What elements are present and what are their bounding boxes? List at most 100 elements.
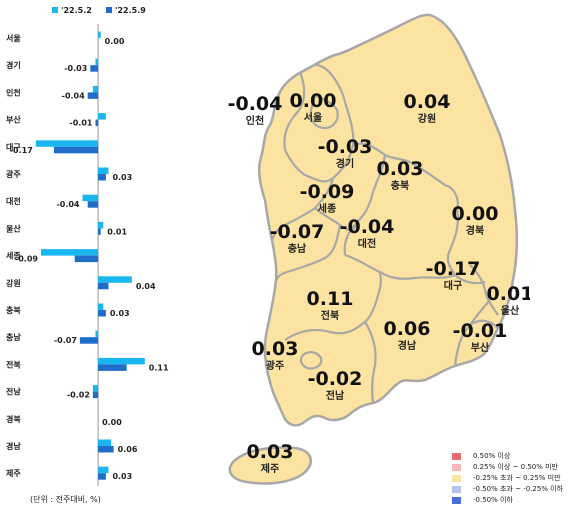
bar-value-label: -0.01 — [69, 119, 92, 128]
map-name-경북: 경북 — [466, 224, 484, 237]
map-name-부산: 부산 — [471, 341, 490, 354]
map-value-광주: 0.03 — [252, 338, 299, 360]
bar-curr — [98, 446, 114, 453]
map-name-강원: 강원 — [418, 112, 436, 125]
bar-prev — [98, 276, 132, 283]
bar-prev — [98, 357, 145, 365]
legend-item: 0.50% 이상 — [452, 451, 510, 461]
bar-category-label: 전북 — [6, 359, 21, 369]
bar-value-label: 0.00 — [105, 37, 125, 46]
bar-category-label: 강원 — [6, 278, 21, 288]
legend-swatch — [452, 496, 461, 504]
map-value-충북: 0.03 — [377, 158, 424, 180]
bar-category-label: 서울 — [6, 33, 21, 43]
bar-curr — [53, 146, 99, 154]
bar-prev — [98, 167, 109, 174]
bar-prev — [98, 466, 109, 474]
legend-item: 0.25% 이상 ~ 0.50% 미만 — [452, 462, 558, 472]
bar-category-label: 충남 — [6, 332, 21, 342]
bar-category-label: 경남 — [6, 441, 21, 451]
map-value-충남: -0.07 — [270, 221, 325, 243]
map-value-전북: 0.11 — [307, 288, 354, 310]
bar-curr — [87, 201, 99, 208]
legend-swatch — [452, 485, 461, 493]
bar-legend-swatch-0 — [52, 7, 58, 13]
bar-prev — [98, 303, 104, 310]
map-name-경남: 경남 — [398, 339, 417, 352]
bar-category-label: 경기 — [6, 60, 21, 70]
legend-swatch — [452, 463, 461, 471]
bar-curr — [95, 119, 99, 127]
bar-value-label: 0.01 — [107, 227, 127, 236]
map-value-인천: -0.04 — [228, 93, 283, 115]
bar-prev — [95, 58, 99, 66]
bar-chart: '22.5.2 '22.5.9 서울 0.00 경기 -0.03 인천 -0.04 부산 -0.0… — [6, 6, 169, 486]
bar-curr — [98, 473, 106, 480]
legend-label: -0.50% 초과 ~ -0.25% 이하 — [473, 485, 564, 493]
bar-category-label: 울산 — [6, 223, 21, 233]
legend-label: 0.50% 이상 — [473, 452, 511, 460]
bar-prev — [40, 249, 99, 256]
map-name-세종: 세종 — [318, 202, 336, 215]
legend-swatch — [452, 474, 461, 482]
bar-curr — [98, 282, 109, 290]
map-region-borders — [271, 63, 499, 404]
bar-prev — [98, 439, 112, 446]
map-name-서울: 서울 — [304, 111, 322, 124]
bar-curr — [98, 310, 106, 317]
map-name-인천: 인천 — [246, 114, 264, 127]
map-value-전남: -0.02 — [308, 368, 363, 390]
bar-category-label: 세종 — [6, 251, 21, 261]
bar-prev — [98, 113, 106, 120]
bar-value-label: -0.02 — [67, 391, 90, 400]
map-value-경북: 0.00 — [452, 203, 499, 225]
legend-label: -0.50% 이하 — [473, 496, 513, 504]
bar-value-label: 0.06 — [118, 445, 138, 454]
map-name-충남: 충남 — [288, 242, 307, 255]
bar-curr — [98, 174, 106, 181]
map-name-전북: 전북 — [321, 309, 339, 322]
bar-category-label: 인천 — [6, 87, 21, 97]
bar-value-label: 0.00 — [102, 418, 122, 427]
map-value-울산: 0.01 — [487, 283, 530, 305]
bar-category-label: 대전 — [6, 196, 21, 206]
legend-item: -0.25% 초과 ~ 0.25% 미만 — [452, 473, 561, 483]
bar-curr — [98, 364, 127, 371]
bar-value-label: -0.09 — [15, 255, 38, 264]
map-value-서울: 0.00 — [290, 90, 337, 112]
map-name-전남: 전남 — [326, 389, 345, 402]
bar-value-label: 0.11 — [149, 363, 169, 372]
bar-value-label: 0.03 — [112, 173, 132, 182]
bar-prev — [82, 194, 99, 202]
map-name-대구: 대구 — [444, 279, 462, 292]
map-value-대구: -0.17 — [426, 258, 481, 280]
bar-legend-swatch-1 — [106, 7, 112, 13]
map-value-대전: -0.04 — [340, 216, 395, 238]
bar-curr — [74, 255, 99, 263]
bar-category-label: 부산 — [6, 115, 21, 125]
bar-value-label: -0.07 — [54, 336, 77, 345]
map-name-제주: 제주 — [261, 462, 279, 475]
bar-prev — [95, 330, 99, 338]
bar-value-label: 0.03 — [110, 309, 130, 318]
bar-curr — [87, 92, 99, 99]
map-name-광주: 광주 — [266, 360, 284, 372]
map-value-부산: -0.01 — [453, 320, 508, 342]
bar-value-label: -0.03 — [64, 64, 87, 73]
map-mainland-outline — [257, 13, 518, 427]
legend-item: -0.50% 초과 ~ -0.25% 이하 — [452, 484, 563, 494]
bar-category-label: 광주 — [6, 169, 21, 179]
bar-curr — [98, 228, 101, 235]
bar-curr — [92, 391, 99, 399]
bar-value-label: 0.04 — [136, 282, 156, 291]
bar-curr — [90, 65, 99, 72]
map-value-강원: 0.04 — [404, 91, 451, 113]
map-name-경기: 경기 — [336, 157, 354, 170]
legend-item: -0.50% 이하 — [452, 495, 513, 505]
map-name-울산: 울산 — [501, 304, 520, 317]
map-name-대전: 대전 — [358, 237, 376, 250]
map-land — [228, 13, 518, 485]
bar-value-label: -0.04 — [62, 91, 85, 100]
legend-label: 0.25% 이상 ~ 0.50% 미만 — [473, 463, 559, 471]
